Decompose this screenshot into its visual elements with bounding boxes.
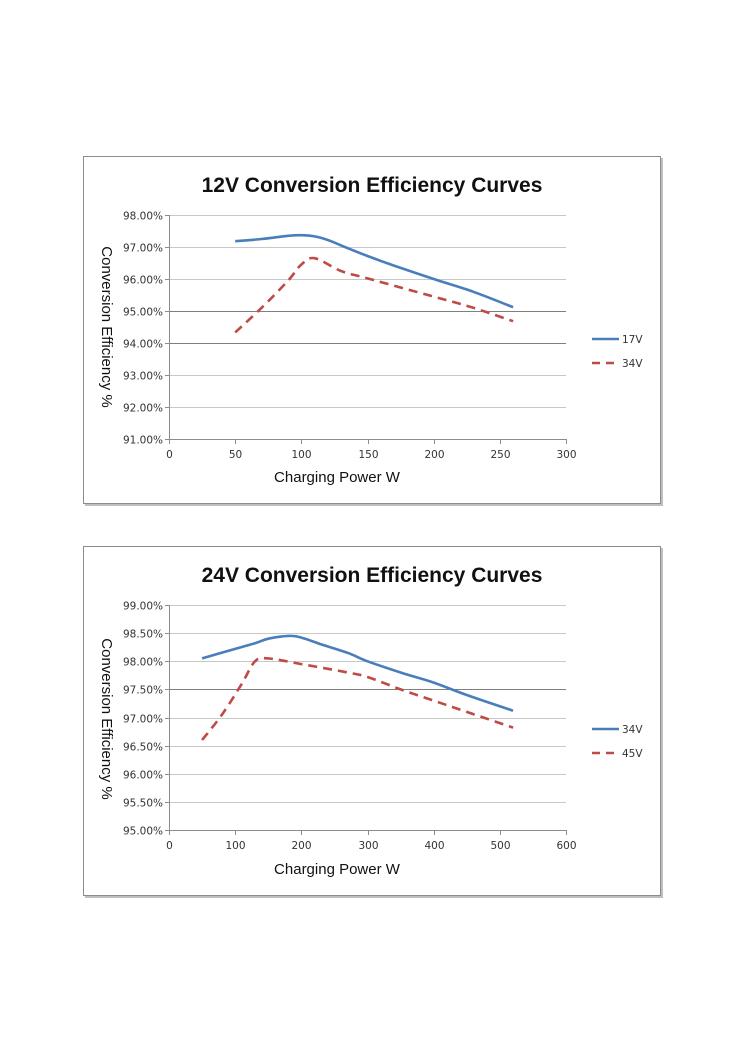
- y-tick-label: 95.50%: [123, 798, 163, 810]
- x-tick-label: 600: [556, 840, 576, 852]
- x-tick-label: 0: [166, 840, 173, 852]
- x-tick-label: 300: [556, 449, 576, 461]
- series-line-45v: [201, 656, 514, 741]
- y-tick-label: 96.00%: [123, 770, 163, 782]
- gridlines: [169, 215, 566, 408]
- axes: [165, 215, 567, 444]
- x-tick-label: 150: [358, 449, 378, 461]
- series-lines: [201, 634, 514, 741]
- x-tick-label: 500: [490, 840, 510, 852]
- y-tick-label: 94.00%: [123, 339, 163, 351]
- x-tick-label: 300: [358, 840, 378, 852]
- chart-24v: 24V Conversion Efficiency Curves 95.00% 9…: [83, 546, 661, 896]
- y-axis-title: Conversion Efficiency %: [98, 638, 115, 799]
- x-tick-label: 50: [229, 449, 242, 461]
- legend-label-45v: 45V: [622, 748, 643, 760]
- axes: [165, 605, 567, 835]
- legend-label-34v: 34V: [622, 358, 643, 370]
- y-tick-label: 97.00%: [123, 714, 163, 726]
- legend-label-34v: 34V: [622, 724, 643, 736]
- y-tick-label: 98.00%: [123, 211, 163, 223]
- y-tick-labels: 95.00% 95.50% 96.00% 96.50% 97.00% 97.50% 98.0…: [123, 601, 163, 838]
- y-tick-label: 99.00%: [123, 601, 163, 613]
- y-axis-title: Conversion Efficiency %: [98, 246, 115, 407]
- legend-label-17v: 17V: [622, 334, 643, 346]
- y-tick-labels: 91.00% 92.00% 93.00% 94.00% 95.00% 96.00% 97.0…: [123, 211, 163, 447]
- series-lines: [234, 233, 514, 334]
- chart-title: 12V Conversion Efficiency Curves: [202, 174, 543, 197]
- x-tick-label: 250: [490, 449, 510, 461]
- series-line-34v: [201, 634, 514, 712]
- x-axis-title: Charging Power W: [274, 469, 401, 486]
- series-line-34v: [234, 256, 514, 334]
- chart-24v-svg: 24V Conversion Efficiency Curves 95.00%9…: [98, 564, 643, 878]
- y-tick-label: 92.00%: [123, 403, 163, 415]
- y-tick-label: 97.50%: [123, 685, 163, 697]
- y-tick-label: 95.00%: [123, 826, 163, 838]
- y-tick-label: 93.00%: [123, 371, 163, 383]
- y-tick-label: 95.00%: [123, 307, 163, 319]
- x-tick-label: 200: [291, 840, 311, 852]
- x-tick-label: 400: [424, 840, 444, 852]
- y-tick-label: 98.50%: [123, 629, 163, 641]
- y-tick-label: 97.00%: [123, 243, 163, 255]
- y-tick-label: 91.00%: [123, 435, 163, 447]
- series-line-17v: [235, 233, 514, 309]
- x-tick-label: 100: [225, 840, 245, 852]
- x-tick-label: 100: [291, 449, 311, 461]
- chart-12v-svg: 12V Conversion Efficiency Curves 91.00%9…: [98, 174, 643, 486]
- chart-title: 24V Conversion Efficiency Curves: [202, 564, 543, 587]
- y-tick-label: 96.50%: [123, 742, 163, 754]
- chart-12v: 12V Conversion Efficiency Curves 91.00% 9…: [83, 156, 661, 504]
- legend: 34V 45V: [592, 724, 643, 760]
- x-tick-labels: 0 100 200 300 400 500 600: [166, 840, 576, 852]
- x-tick-label: 0: [166, 449, 173, 461]
- y-tick-label: 96.00%: [123, 275, 163, 287]
- x-tick-labels: 0 50 100 150 200 250 300: [166, 449, 576, 461]
- y-tick-label: 98.00%: [123, 657, 163, 669]
- legend: 17V 34V: [592, 334, 643, 370]
- gridlines: [169, 605, 566, 803]
- x-tick-label: 200: [424, 449, 444, 461]
- x-axis-title: Charging Power W: [274, 861, 401, 878]
